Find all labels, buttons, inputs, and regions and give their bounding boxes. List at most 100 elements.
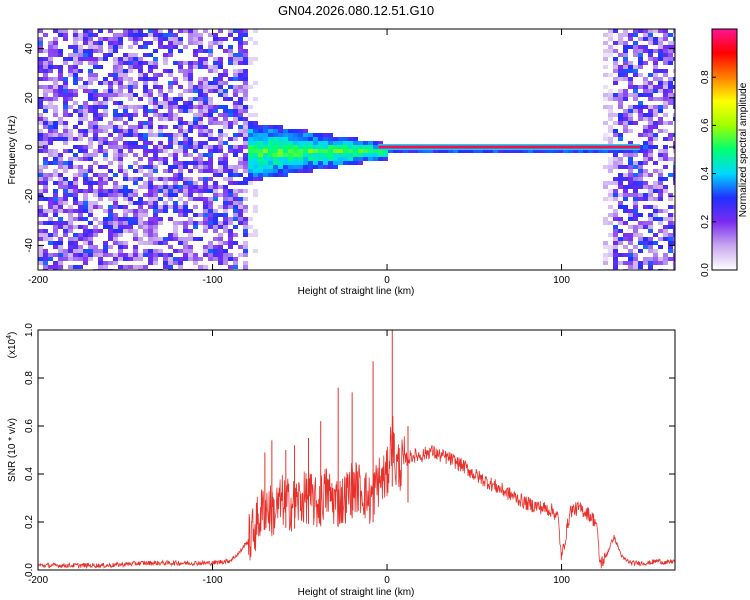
- spectrogram-cell: [153, 185, 158, 189]
- spectrogram-cell: [263, 141, 268, 145]
- spectrogram-cell: [183, 185, 188, 189]
- spectrogram-cell: [158, 241, 163, 245]
- spectrogram-cell: [638, 113, 643, 117]
- spectrogram-cell: [198, 125, 203, 129]
- spectrogram-cell: [108, 245, 113, 249]
- spectrogram-cell: [133, 33, 138, 37]
- spectrogram-cell: [653, 97, 658, 101]
- spectrogram-cell: [43, 137, 48, 141]
- spectrogram-cell: [308, 161, 313, 165]
- spectrogram-cell: [633, 261, 638, 265]
- spectrogram-cell: [363, 157, 368, 161]
- spectrogram-cell: [88, 73, 93, 77]
- spectrogram-cell: [618, 237, 623, 241]
- spectrogram-cell: [133, 161, 138, 165]
- spectrogram-cell: [228, 265, 233, 269]
- spectrogram-cell: [173, 221, 178, 225]
- spectrogram-cell: [243, 33, 248, 37]
- spectrogram-cell: [208, 33, 213, 37]
- spectrogram-cell: [333, 161, 338, 165]
- spectrogram-cell: [123, 197, 128, 201]
- spectrogram-cell: [133, 245, 138, 249]
- spectrogram-cell: [188, 125, 193, 129]
- spectrogram-cell: [228, 217, 233, 221]
- spectrogram-cell: [123, 29, 128, 33]
- spectrogram-cell: [228, 61, 233, 65]
- spectrogram-cell: [258, 133, 263, 137]
- spectrogram-cell: [618, 217, 623, 221]
- spectrogram-cell: [253, 57, 258, 61]
- spectrogram-cell: [653, 109, 658, 113]
- spectrogram-cell: [638, 213, 643, 217]
- spectrogram-cell: [78, 113, 83, 117]
- spectrogram-cell: [38, 69, 43, 73]
- spectrogram-cell: [228, 113, 233, 117]
- spectrogram-cell: [178, 249, 183, 253]
- spectrogram-cell: [128, 189, 133, 193]
- spectrogram-cell: [53, 233, 58, 237]
- spectrogram-cell: [198, 153, 203, 157]
- spectrogram-cell: [668, 49, 673, 53]
- spectrogram-cell: [118, 129, 123, 133]
- spectrogram-y-label: Frequency (Hz): [7, 116, 18, 185]
- spectrogram-cell: [128, 201, 133, 205]
- spectrogram-cell: [188, 81, 193, 85]
- spectrogram-cell: [248, 217, 253, 221]
- spectrogram-cell: [638, 197, 643, 201]
- spectrogram-cell: [68, 237, 73, 241]
- spectrogram-cell: [128, 229, 133, 233]
- spectrogram-cell: [218, 105, 223, 109]
- spectrogram-cell: [238, 133, 243, 137]
- spectrogram-cell: [143, 209, 148, 213]
- spectrogram-cell: [208, 97, 213, 101]
- spectrogram-cell: [218, 57, 223, 61]
- spectrogram-cell: [98, 113, 103, 117]
- spectrogram-cell: [273, 133, 278, 137]
- spectrogram-cell: [128, 177, 133, 181]
- spectrogram-cell: [148, 229, 153, 233]
- spectrogram-cell: [608, 49, 613, 53]
- spectrogram-cell: [278, 137, 283, 141]
- spectrogram-cell: [203, 101, 208, 105]
- spectrogram-cell: [238, 221, 243, 225]
- spectrogram-cell: [118, 245, 123, 249]
- spectrogram-cell: [253, 233, 258, 237]
- spectrogram-cell: [78, 117, 83, 121]
- spectrogram-cell: [623, 173, 628, 177]
- spectrogram-cell: [623, 149, 628, 153]
- spectrogram-cell: [233, 105, 238, 109]
- spectrogram-cell: [208, 133, 213, 137]
- spectrogram-cell: [353, 153, 358, 157]
- spectrogram-cell: [168, 193, 173, 197]
- spectrogram-cell: [628, 157, 633, 161]
- spectrogram-cell: [48, 257, 53, 261]
- spectrogram-cell: [633, 193, 638, 197]
- spectrogram-cell: [343, 149, 348, 153]
- spectrogram-cell: [578, 149, 583, 153]
- spectrogram-cell: [83, 209, 88, 213]
- spectrogram-cell: [38, 37, 43, 41]
- spectrogram-cell: [158, 37, 163, 41]
- spectrogram-cell: [193, 141, 198, 145]
- spectrogram-cell: [673, 149, 675, 153]
- spectrogram-cell: [243, 73, 248, 77]
- spectrogram-cell: [653, 205, 658, 209]
- spectrogram-cell: [208, 145, 213, 149]
- spectrogram-cell: [213, 257, 218, 261]
- spectrogram-cell: [143, 141, 148, 145]
- spectrogram-cell: [93, 109, 98, 113]
- spectrogram-cell: [163, 149, 168, 153]
- spectrogram-cell: [158, 157, 163, 161]
- spectrogram-cell: [38, 133, 43, 137]
- spectrogram-cell: [218, 77, 223, 81]
- spectrogram-cell: [118, 217, 123, 221]
- spectrogram-cell: [63, 101, 68, 105]
- spectrogram-cell: [218, 237, 223, 241]
- spectrogram-cell: [188, 209, 193, 213]
- spectrogram-cell: [53, 125, 58, 129]
- spectrogram-cell: [128, 29, 133, 33]
- spectrogram-cell: [188, 257, 193, 261]
- spectrogram-cell: [78, 37, 83, 41]
- spectrogram-cell: [328, 165, 333, 169]
- spectrogram-cell: [163, 105, 168, 109]
